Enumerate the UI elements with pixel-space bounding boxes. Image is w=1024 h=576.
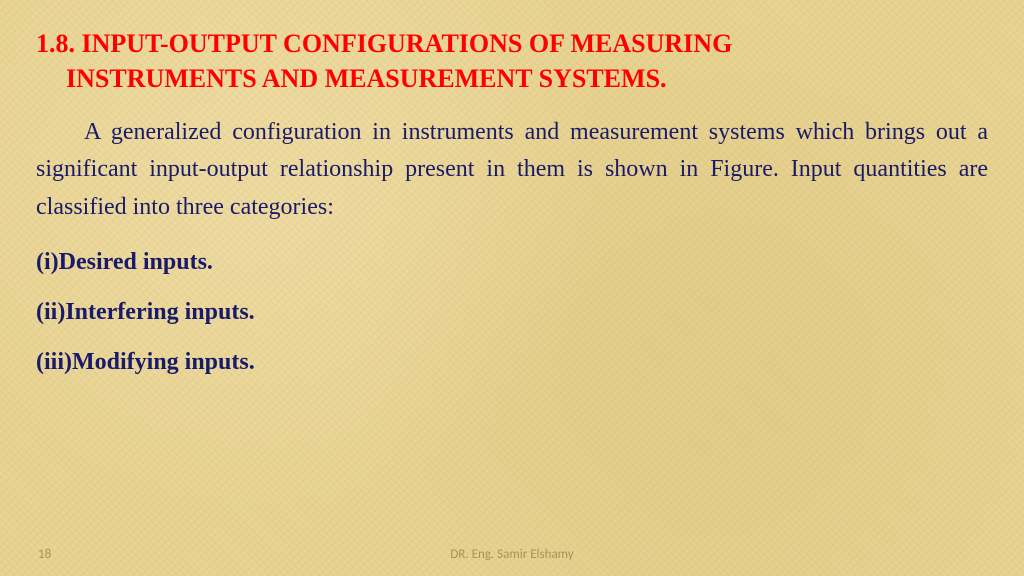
title-line-2: INSTRUMENTS AND MEASUREMENT SYSTEMS.: [36, 61, 988, 96]
list-item-interfering: (ii)Interfering inputs.: [36, 294, 988, 330]
intro-paragraph: A generalized configuration in instrumen…: [36, 114, 988, 226]
list-item-desired: (i)Desired inputs.: [36, 244, 988, 280]
list-item-modifying: (iii)Modifying inputs.: [36, 344, 988, 380]
slide-footer: 18 DR. Eng. Samir Elshamy: [0, 542, 1024, 562]
slide-container: 1.8. INPUT-OUTPUT CONFIGURATIONS OF MEAS…: [0, 0, 1024, 576]
author-credit: DR. Eng. Samir Elshamy: [0, 547, 1024, 562]
title-line-1: 1.8. INPUT-OUTPUT CONFIGURATIONS OF MEAS…: [36, 26, 988, 61]
slide-title: 1.8. INPUT-OUTPUT CONFIGURATIONS OF MEAS…: [36, 26, 988, 96]
